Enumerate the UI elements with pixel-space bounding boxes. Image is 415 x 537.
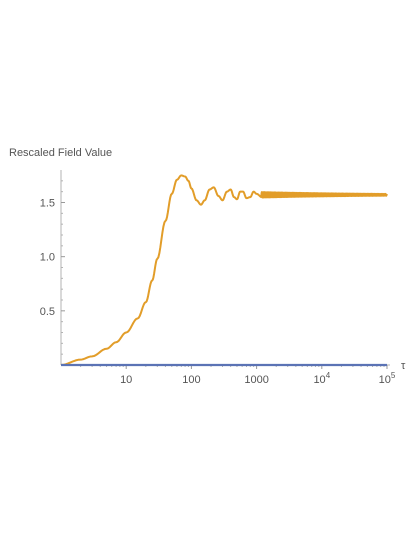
x-tick-label-exponent: 5 xyxy=(391,371,396,380)
series-group xyxy=(60,174,388,367)
x-tick-label-base: 10 xyxy=(313,374,325,386)
x-tick-label-base: 10 xyxy=(379,374,391,386)
x-axis-title: τ xyxy=(401,360,406,372)
x-tick-label-exponent: 4 xyxy=(326,371,331,380)
y-tick-label: 1.5 xyxy=(40,198,55,210)
x-tick-label: 105 xyxy=(379,371,396,386)
x-tick-label: 10 xyxy=(120,374,132,386)
y-axis-title: Rescaled Field Value xyxy=(9,147,112,159)
x-tick-label: 104 xyxy=(313,371,330,386)
y-ticks: 0.5 1.0 1.5 xyxy=(40,198,65,318)
x-tick-label: 100 xyxy=(182,374,200,386)
y-tick-label: 1.0 xyxy=(40,252,55,264)
series-line xyxy=(60,174,388,366)
x-tick-label: 1000 xyxy=(244,374,268,386)
y-minor-ticks xyxy=(61,180,63,355)
y-tick-label: 0.5 xyxy=(40,306,55,318)
plot-area: 10 100 1000 104 105 0.51.01.5 xyxy=(40,170,396,386)
x-ticks: 10 100 1000 104 105 xyxy=(120,365,396,386)
